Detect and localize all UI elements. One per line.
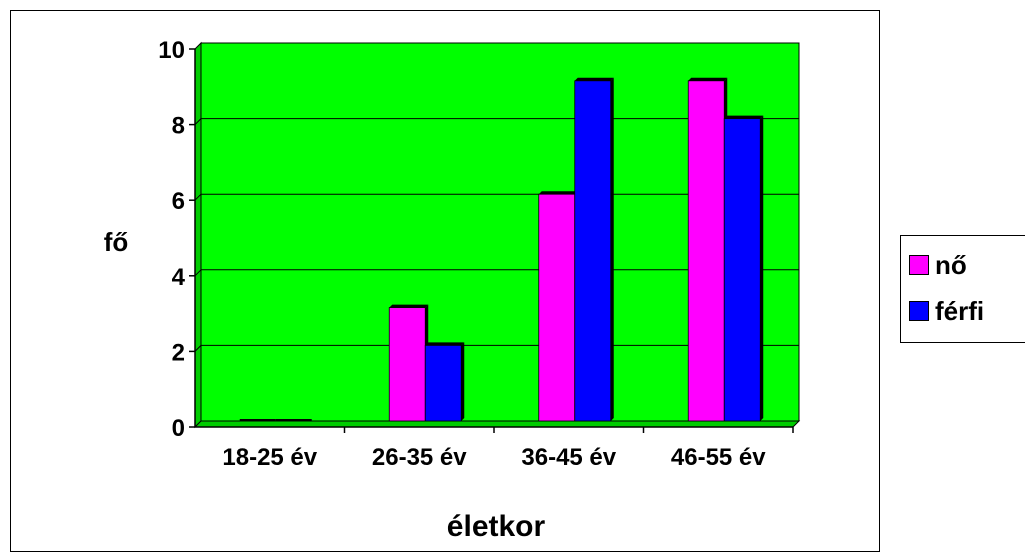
bar-side-férfi bbox=[760, 115, 764, 421]
legend-label-ferfi: férfi bbox=[935, 295, 985, 326]
gridline-side bbox=[194, 269, 202, 277]
bar-top-nő bbox=[538, 191, 578, 195]
bar-side-férfi bbox=[461, 342, 465, 421]
bar-nő bbox=[687, 80, 725, 422]
bar-top-férfi bbox=[574, 77, 614, 81]
y-tick-label: 8 bbox=[172, 113, 185, 140]
y-tick-label: 2 bbox=[172, 339, 185, 366]
gridline-side bbox=[194, 118, 202, 125]
y-tick-label: 6 bbox=[172, 188, 185, 215]
plot-side-wall bbox=[194, 41, 202, 429]
chart-frame: fő életkor 0 2 4 6 8 10 18-25 év 26-35 év 36-45 … bbox=[10, 10, 880, 552]
bar-top-férfi bbox=[425, 342, 465, 346]
y-axis-label: fő bbox=[104, 227, 129, 257]
bar-top-nő bbox=[389, 304, 429, 308]
legend-swatch-no bbox=[909, 255, 929, 275]
bar-nő bbox=[388, 307, 426, 422]
legend-label-no: nő bbox=[935, 249, 967, 280]
y-tick-label: 10 bbox=[158, 37, 185, 64]
bar-férfi bbox=[723, 118, 761, 422]
legend-swatch-ferfi bbox=[909, 301, 929, 321]
x-tick-label: 18-25 év bbox=[222, 444, 317, 471]
bar-férfi bbox=[424, 344, 462, 422]
gridline-side bbox=[194, 193, 202, 201]
legend-item-ferfi: férfi bbox=[909, 296, 984, 326]
bar-nő bbox=[538, 193, 576, 422]
x-tick-label: 36-45 év bbox=[521, 444, 616, 471]
bar-férfi bbox=[574, 80, 612, 422]
bar-top-nő bbox=[688, 77, 728, 81]
x-tick-label: 46-55 év bbox=[671, 444, 766, 471]
y-tick-label: 4 bbox=[172, 264, 186, 291]
plot-floor bbox=[193, 420, 801, 428]
legend-item-no: nő bbox=[909, 250, 967, 280]
chart-svg: fő életkor 0 2 4 6 8 10 18-25 év 26-35 év 36-45 … bbox=[104, 37, 801, 543]
x-tick-label: 26-35 év bbox=[372, 444, 467, 471]
bar-top-férfi bbox=[724, 115, 764, 119]
x-axis-label: életkor bbox=[447, 510, 546, 543]
y-tick-label: 0 bbox=[172, 415, 185, 442]
legend: nő férfi bbox=[900, 235, 1025, 343]
gridline-side bbox=[194, 345, 202, 352]
bar-side-férfi bbox=[610, 77, 614, 422]
